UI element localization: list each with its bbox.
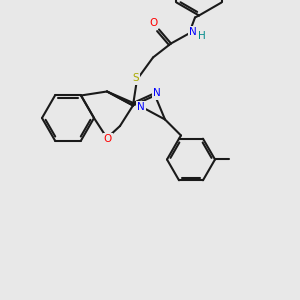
Text: O: O <box>104 134 112 144</box>
Text: N: N <box>153 88 161 98</box>
Text: S: S <box>133 74 139 83</box>
Text: H: H <box>198 32 206 41</box>
Text: O: O <box>149 19 157 28</box>
Text: N: N <box>189 28 197 38</box>
Text: N: N <box>137 103 145 112</box>
